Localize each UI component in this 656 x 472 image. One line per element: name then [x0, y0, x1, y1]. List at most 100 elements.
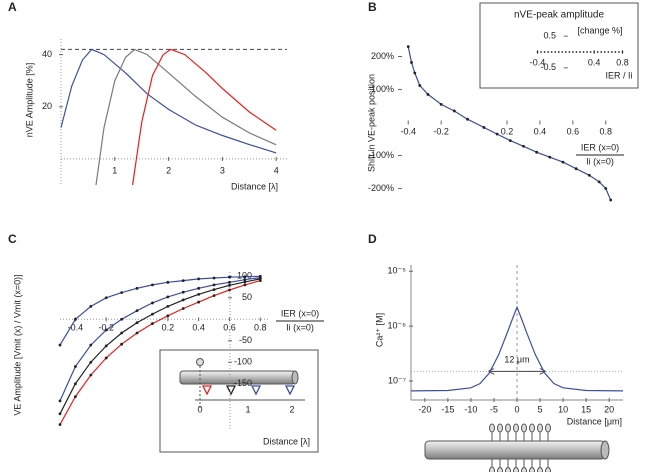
- point: [439, 102, 443, 106]
- point: [228, 275, 231, 279]
- point: [197, 300, 201, 304]
- inset-title: nVE-peak amplitude: [514, 10, 604, 21]
- point: [89, 343, 93, 347]
- point: [89, 304, 93, 308]
- diagram-tick: 1: [245, 404, 250, 414]
- point: [536, 51, 539, 53]
- y-tick-label: -100%: [368, 150, 394, 160]
- curve: [60, 48, 277, 154]
- point: [181, 290, 185, 294]
- point: [120, 342, 124, 346]
- point: [135, 331, 139, 335]
- y-axis-label: Ca²⁺ [M]: [374, 313, 384, 347]
- x-tick-label: -0.2: [433, 126, 449, 136]
- curve: [59, 277, 261, 402]
- curve: [407, 46, 612, 201]
- point: [197, 292, 201, 296]
- point: [151, 283, 154, 287]
- x-tick-label: 0.4: [588, 57, 601, 67]
- x-axis-label: Distance [λ]: [231, 181, 278, 191]
- x-tick-label: 0.6: [223, 322, 236, 332]
- point: [58, 399, 62, 403]
- x-tick-label: -0.4: [530, 57, 546, 67]
- point: [166, 280, 170, 284]
- point: [413, 71, 417, 75]
- x-tick-label: 0.8: [254, 322, 267, 332]
- point: [104, 356, 108, 360]
- y-tick-label: 50: [242, 292, 252, 302]
- x-tick-label: 5: [538, 404, 543, 414]
- point: [228, 283, 231, 287]
- point: [243, 275, 247, 279]
- point: [212, 288, 216, 292]
- point: [181, 279, 185, 282]
- point: [607, 51, 610, 53]
- point: [58, 343, 62, 347]
- point: [151, 301, 154, 305]
- point: [151, 312, 154, 316]
- x-tick-label: -20: [418, 404, 431, 414]
- y-tick-label: 200%: [371, 51, 394, 61]
- point: [74, 365, 77, 368]
- x-tick-label: 0.4: [534, 126, 547, 136]
- point: [74, 395, 77, 399]
- point: [564, 51, 567, 53]
- x-tick-label: 0.2: [162, 322, 175, 332]
- point: [543, 51, 546, 53]
- point: [550, 51, 553, 53]
- point: [508, 139, 512, 143]
- point: [548, 155, 552, 159]
- panel-label: C: [8, 232, 17, 246]
- point: [74, 317, 77, 321]
- y-axis-label: nVE Amplitude [%]: [24, 63, 34, 138]
- point: [547, 51, 550, 53]
- x-tick-label: -5: [490, 404, 498, 414]
- x-tick-label: -0.2: [98, 322, 114, 332]
- point: [258, 279, 262, 282]
- diagram-tick: 0: [197, 404, 202, 414]
- x-tick-label: 0.8: [616, 57, 629, 67]
- y-axis-label: Shift in VE-peak position: [366, 74, 376, 172]
- point: [181, 298, 185, 302]
- point: [579, 51, 581, 53]
- x-tick-label: 10: [558, 404, 568, 414]
- inset-frame: [479, 2, 639, 89]
- y-tick-label: -0.5: [540, 62, 556, 72]
- point: [406, 45, 410, 48]
- point: [89, 360, 93, 364]
- x-tick-label: 0.8: [600, 126, 613, 136]
- curve: [59, 280, 261, 425]
- point: [554, 51, 557, 53]
- point: [120, 317, 124, 321]
- x-tick-label: -15: [441, 404, 454, 414]
- y-tick-label: 10⁻⁷: [388, 375, 406, 385]
- y-tick-label: 10⁻⁵: [388, 266, 407, 276]
- cable-diagram: [159, 349, 319, 453]
- x-tick-label: -0.4: [400, 126, 416, 136]
- annotation: 12 μm: [504, 355, 529, 365]
- point: [572, 51, 574, 53]
- x-tick-label: 2: [166, 165, 171, 175]
- diagram-tick: 2: [289, 404, 294, 414]
- point: [89, 373, 93, 377]
- point: [120, 291, 124, 295]
- point: [228, 288, 231, 292]
- point: [586, 51, 588, 53]
- point: [557, 51, 560, 53]
- point: [535, 150, 539, 154]
- point: [621, 51, 624, 53]
- point: [135, 286, 139, 290]
- x-tick-label: -0.4: [68, 322, 84, 332]
- point: [482, 126, 486, 129]
- point: [135, 309, 139, 313]
- point: [197, 277, 201, 281]
- y-tick-label: 100%: [371, 84, 394, 94]
- y-tick-label: 10⁻⁶: [388, 320, 407, 330]
- curve: [132, 48, 277, 186]
- point: [597, 180, 601, 184]
- point: [58, 423, 62, 426]
- panel-label: A: [8, 0, 17, 14]
- y-tick-label: -50: [239, 335, 252, 345]
- point: [614, 51, 617, 53]
